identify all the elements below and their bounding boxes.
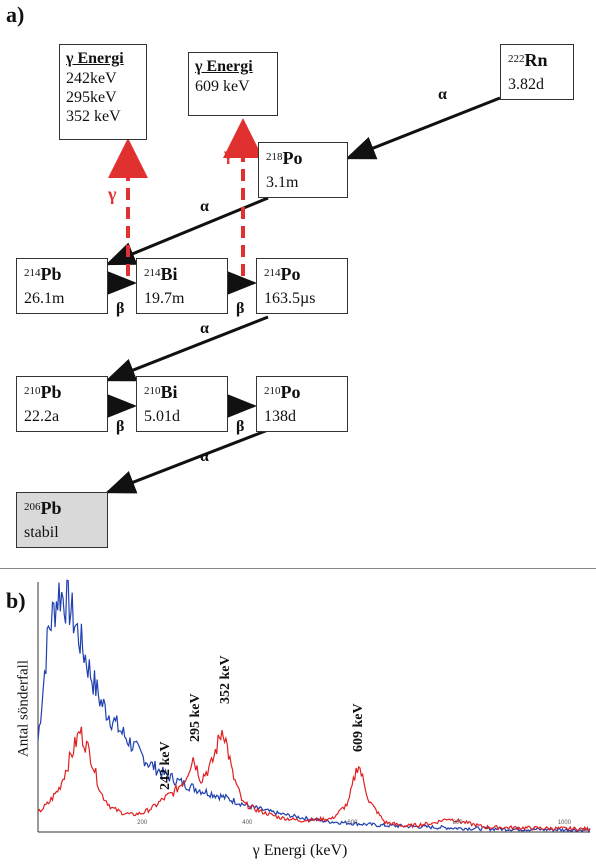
nuclide-symbol: 214Pb [24,264,62,284]
alpha-arrow-rn-po [345,96,501,160]
x-axis-label: γ Energi (keV) [252,842,348,859]
alpha-arrow-po210-pb206 [105,428,269,494]
beta-label: β [116,418,125,435]
half-life: 19.7m [144,290,185,307]
half-life: 5.01d [144,408,180,425]
panel-a-label: a) [6,2,25,27]
x-tick-label: 400 [242,820,253,826]
nuclide-box-rn222: 222Rn 3.82d [500,44,574,100]
nuclide-symbol: 206Pb [24,498,62,518]
decay-arrows [105,96,501,494]
y-axis-label: Antal sönderfall [15,659,32,758]
nuclide-box-pb206: 206Pb stabil [16,492,108,548]
nuclide-symbol: 210Pb [24,382,62,402]
series-blue [37,579,591,834]
half-life: 3.82d [508,76,544,93]
nuclide-symbol: 214Bi [144,264,178,284]
x-tick-label: 800 [452,820,463,826]
alpha-label: α [200,448,209,465]
peak-label-295: 295 keV [188,693,203,742]
energy-line: 609 keV [195,78,250,95]
peak-label-242: 242 keV [158,741,173,790]
nuclide-box-po214: 214Po 163.5µs [256,258,348,314]
gamma-energy-box-bi214: γ Energi 242keV 295keV 352 keV [59,44,147,140]
nuclide-box-pb214: 214Pb 26.1m [16,258,108,314]
nuclide-box-po218: 218Po 3.1m [258,142,348,198]
nuclide-box-po210: 210Po 138d [256,376,348,432]
nuclide-box-bi210: 210Bi 5.01d [136,376,228,432]
panel-separator [0,568,596,569]
peak-label-352: 352 keV [218,655,233,704]
beta-label: β [236,300,245,317]
alpha-arrow-po214-pb210 [105,315,269,382]
gamma-label: γ [224,144,233,164]
nuclide-symbol: 218Po [266,148,303,168]
half-life: 26.1m [24,290,65,307]
alpha-label: α [200,320,209,337]
half-life: 138d [264,408,296,425]
half-life: 163.5µs [264,290,316,307]
half-life: stabil [24,524,59,541]
energy-box-title: γ Energi [66,50,124,67]
gamma-energy-box-po214: γ Energi 609 keV [188,52,278,116]
beta-label: β [116,300,125,317]
alpha-label: α [200,198,209,215]
panel-b-label: b) [6,588,26,613]
peak-label-609: 609 keV [351,703,366,752]
nuclide-symbol: 210Bi [144,382,178,402]
nuclide-symbol: 214Po [264,264,301,284]
nuclide-box-pb210: 210Pb 22.2a [16,376,108,432]
energy-line: 352 keV [66,108,121,125]
x-tick-label: 200 [137,820,148,826]
beta-label: β [236,418,245,435]
nuclide-symbol: 222Rn [508,50,548,70]
half-life: 22.2a [24,408,60,425]
half-life: 3.1m [266,174,299,191]
energy-line: 295keV [66,89,117,106]
nuclide-symbol: 210Po [264,382,301,402]
alpha-label: α [438,86,447,103]
energy-box-title: γ Energi [195,58,253,75]
x-tick-label: 1000 [557,820,572,826]
energy-line: 242keV [66,70,117,87]
gamma-label: γ [108,184,117,204]
x-tick-label: 600 [347,820,358,826]
nuclide-box-bi214: 214Bi 19.7m [136,258,228,314]
series-red [37,726,591,832]
